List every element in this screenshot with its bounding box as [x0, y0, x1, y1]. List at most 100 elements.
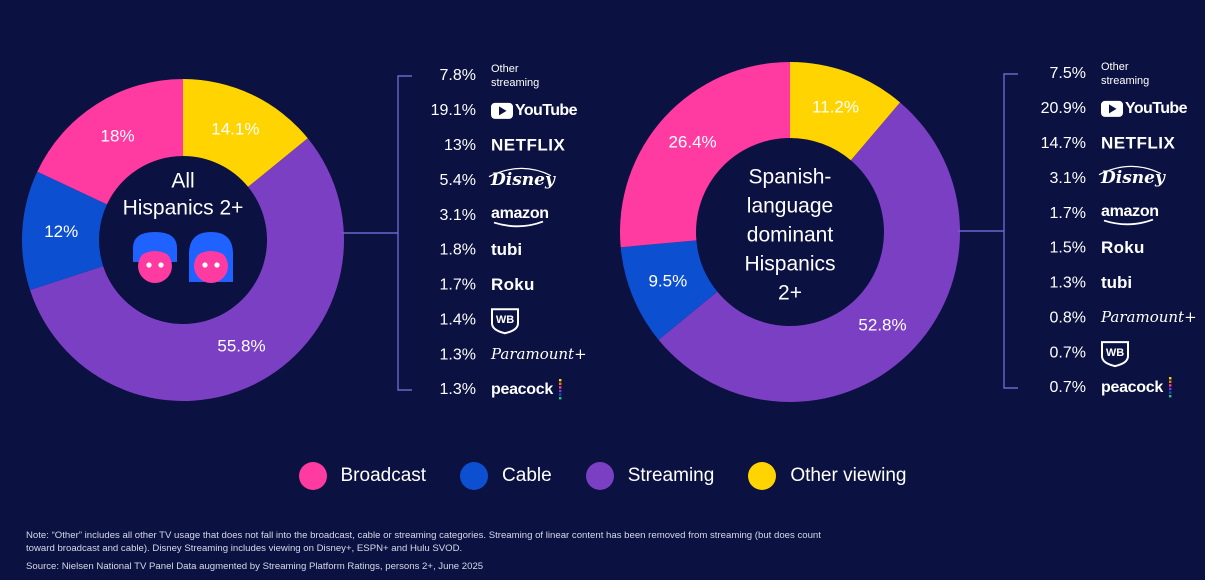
slice-label-cable: 12% [44, 222, 78, 241]
breakdown-row-disney: 5.4% Disney [440, 167, 556, 190]
legend-item-cable: Cable [460, 462, 552, 490]
slice-label-other-viewing: 11.2% [812, 98, 859, 117]
donut-chart-1: 14.1% 55.8% 12% 18% All Hispanics 2+ 7.8% Other… [21, 63, 587, 402]
breakdown-value: 1.5% [1050, 240, 1086, 257]
breakdown-value: 20.9% [1041, 100, 1086, 117]
logo-disney: Disney [490, 170, 556, 190]
breakdown-value: 3.1% [440, 207, 476, 224]
breakdown-value: 1.7% [1050, 205, 1086, 222]
breakdown-value: 7.5% [1050, 65, 1086, 82]
two-faces-icon [133, 232, 233, 283]
donut-chart-2: 11.2% 52.8% 9.5% 26.4% Spanish-language domin… [620, 61, 1197, 402]
breakdown-row-paramount: 0.8% Paramount+ [1050, 308, 1197, 326]
slice-broadcast [620, 62, 790, 248]
wb-shield-icon [491, 308, 519, 335]
center-label-line: All [171, 170, 194, 193]
logo-paramount: Paramount+ [1100, 308, 1197, 326]
legend-label-streaming: Streaming [627, 465, 715, 486]
breakdown-value: 0.7% [1050, 379, 1086, 396]
logo-netflix: NETFLIX [1101, 133, 1175, 152]
peacock-dot-icon [1169, 387, 1172, 391]
slice-cable [21, 171, 107, 291]
peacock-dot-icon [559, 393, 562, 396]
peacock-dot-icon [559, 389, 562, 393]
peacock-dot-icon [1169, 384, 1172, 387]
streaming-bracket [342, 75, 412, 391]
breakdown-value: 1.3% [1050, 275, 1086, 292]
legend-swatch-cable [460, 462, 489, 490]
slice-label-broadcast: 18% [101, 127, 135, 146]
logo-other-streaming-line2: streaming [1101, 75, 1149, 87]
peacock-dot-icon [559, 397, 562, 400]
logo-roku: Roku [491, 275, 535, 294]
legend-swatch-other-viewing [748, 462, 777, 490]
breakdown-row-paramount: 1.3% Paramount+ [440, 345, 587, 363]
breakdown-value: 0.7% [1050, 344, 1086, 361]
breakdown-value: 1.3% [440, 346, 476, 363]
slice-label-cable: 9.5% [648, 271, 687, 290]
breakdown-row-wb: 1.4% WB [440, 308, 519, 335]
breakdown-value: 1.4% [440, 311, 476, 328]
legend-item-broadcast: Broadcast [298, 462, 427, 490]
breakdown-row-peacock: 1.3% peacock [440, 379, 562, 400]
breakdown-value: 19.1% [431, 102, 476, 119]
logo-roku: Roku [1101, 238, 1145, 257]
logo-youtube: YouTube [515, 102, 578, 119]
legend-swatch-streaming [585, 462, 614, 490]
footnote: Note: “Other” includes all other TV usag… [26, 530, 821, 554]
wb-shield-icon [1101, 341, 1129, 368]
disney-arc-icon [1098, 165, 1162, 176]
breakdown-value: 3.1% [1050, 170, 1086, 187]
breakdown-value: 1.8% [440, 242, 476, 259]
logo-other-streaming-line1: Other [1101, 61, 1129, 73]
breakdown-row-roku: 1.5% Roku [1050, 238, 1145, 257]
breakdown-row-wb: 0.7% WB [1050, 341, 1129, 368]
peacock-dot-icon [1169, 391, 1172, 394]
streaming-breakdown-list: 7.5% Other streaming 20.9% YouTube 14.7% NETFL… [1041, 61, 1197, 398]
amazon-smile-icon [493, 220, 544, 228]
legend-swatch-broadcast [298, 462, 327, 490]
breakdown-row-disney: 3.1% Disney [1050, 165, 1166, 188]
legend-label-cable: Cable [502, 465, 552, 486]
source-note: Source: Nielsen National TV Panel Data a… [26, 561, 484, 572]
breakdown-value: 1.7% [440, 277, 476, 294]
breakdown-row-netflix: 14.7% NETFLIX [1041, 133, 1175, 152]
streaming-breakdown-list: 7.8% Other streaming 19.1% YouTube 13% NETFLIX… [431, 63, 587, 400]
slice-label-streaming: 52.8% [858, 316, 906, 335]
slice-label-other-viewing: 14.1% [211, 119, 259, 138]
youtube-triangle-icon [1109, 104, 1117, 114]
logo-wb: WB [1106, 347, 1124, 359]
slice-cable [620, 240, 718, 340]
logo-peacock: peacock [491, 381, 553, 398]
legend-label-broadcast: Broadcast [340, 465, 427, 486]
center-label-line: language [747, 195, 833, 218]
breakdown-row-peacock: 0.7% peacock [1050, 377, 1172, 398]
legend-item-streaming: Streaming [585, 462, 715, 490]
breakdown-row-youtube: 20.9% YouTube [1041, 100, 1189, 117]
logo-amazon: amazon [491, 205, 549, 222]
center-label-line: Hispanics 2+ [123, 197, 244, 220]
logo-wb: WB [496, 314, 514, 326]
slice-streaming [658, 102, 960, 402]
peacock-dot-icon [559, 386, 562, 389]
breakdown-value: 7.8% [440, 67, 476, 84]
breakdown-row-other-streaming: 7.5% Other streaming [1050, 61, 1150, 87]
slice-broadcast [37, 79, 183, 205]
slice-label-broadcast: 26.4% [668, 132, 716, 151]
logo-amazon: amazon [1101, 203, 1159, 220]
slice-other-viewing [183, 79, 308, 187]
slice-label-streaming: 55.8% [217, 337, 265, 356]
peacock-dot-icon [1169, 395, 1172, 398]
legend-item-other-viewing: Other viewing [748, 462, 906, 490]
disney-arc-icon [488, 167, 552, 178]
breakdown-value: 1.3% [440, 381, 476, 398]
breakdown-value: 14.7% [1041, 135, 1086, 152]
peacock-dot-icon [1169, 380, 1172, 383]
center-label-line: Spanish- [749, 166, 832, 189]
logo-other-streaming-line2: streaming [491, 77, 539, 89]
logo-netflix: NETFLIX [491, 135, 565, 154]
center-label-line: Hispanics [744, 253, 835, 276]
peacock-dot-icon [559, 382, 562, 385]
breakdown-row-amazon: 1.7% amazon [1050, 203, 1159, 226]
breakdown-row-youtube: 19.1% YouTube [431, 102, 579, 119]
